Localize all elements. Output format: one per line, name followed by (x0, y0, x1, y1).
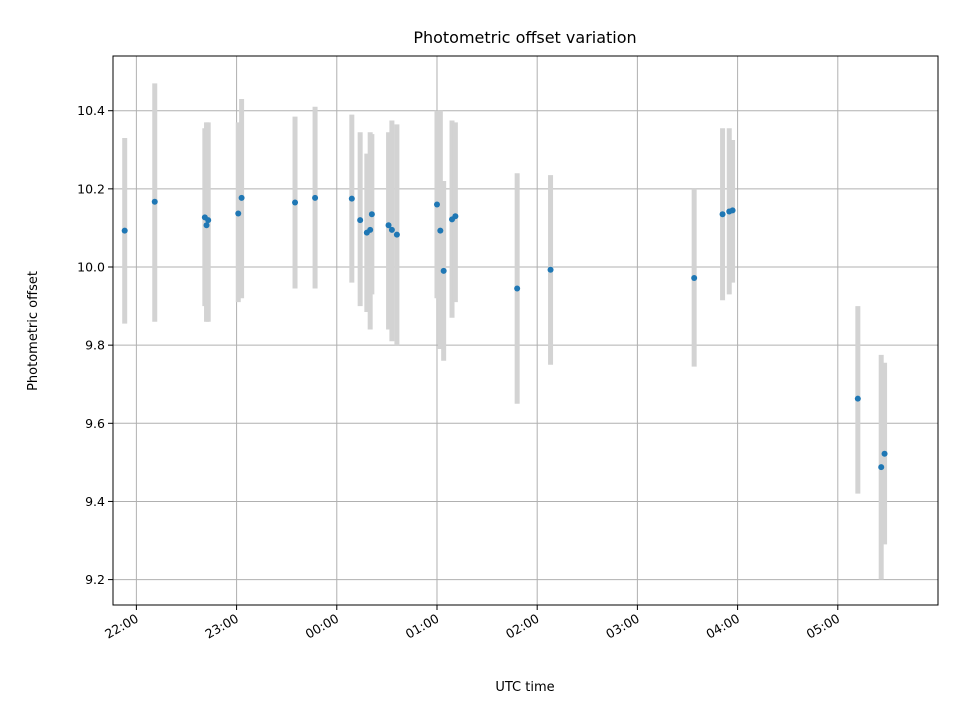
y-axis-label: Photometric offset (26, 271, 41, 391)
data-point (433, 201, 440, 208)
data-point (514, 285, 521, 292)
data-point (854, 395, 861, 402)
data-points (121, 194, 888, 471)
data-point (368, 211, 375, 218)
chart-title: Photometric offset variation (413, 28, 636, 47)
y-tick-label: 10.0 (77, 260, 105, 275)
x-axis-label: UTC time (495, 680, 554, 695)
data-point (452, 213, 459, 220)
data-point (547, 266, 554, 273)
data-point (203, 222, 210, 229)
y-tick-label: 10.2 (77, 181, 105, 196)
data-point (151, 198, 158, 205)
data-point (312, 194, 319, 201)
data-point (691, 274, 698, 281)
y-axis: 9.2 9.4 9.6 9.8 10.0 10.2 10.4 (77, 103, 113, 587)
data-point (385, 222, 392, 229)
data-point (367, 226, 374, 233)
y-tick-label: 9.6 (85, 416, 105, 431)
data-point (235, 210, 242, 217)
y-tick-label: 9.2 (85, 572, 105, 587)
data-point (393, 231, 400, 238)
data-point (205, 217, 212, 224)
data-point (719, 211, 726, 218)
data-point (437, 227, 444, 234)
data-point (878, 464, 885, 471)
data-point (729, 207, 736, 214)
data-point (292, 199, 299, 206)
y-tick-label: 9.8 (85, 338, 105, 353)
data-point (388, 226, 395, 233)
data-point (881, 450, 888, 457)
data-point (238, 194, 245, 201)
grid (113, 56, 938, 605)
y-tick-label: 10.4 (77, 103, 105, 118)
data-point (440, 267, 447, 274)
data-point (348, 195, 355, 202)
y-tick-label: 9.4 (85, 494, 105, 509)
data-point (121, 227, 128, 234)
data-point (357, 217, 364, 224)
plot-frame (112, 55, 939, 606)
